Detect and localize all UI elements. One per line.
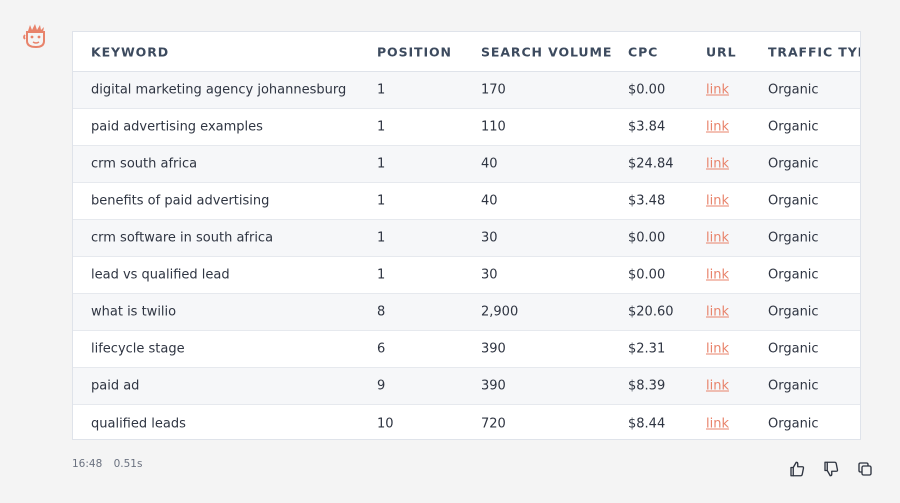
cell-url-link[interactable]: link	[706, 193, 729, 209]
cell-keyword: digital marketing agency johannesburg	[91, 82, 347, 98]
cell-position: 1	[377, 267, 386, 283]
table-row: benefits of paid advertising 1 40 $3.48 …	[73, 183, 860, 220]
cell-traffic-type: Organic	[768, 193, 819, 209]
copy-icon[interactable]	[856, 460, 874, 478]
cell-keyword: crm south africa	[91, 156, 198, 172]
cell-url-link[interactable]: link	[706, 304, 729, 320]
cell-keyword: paid advertising examples	[91, 119, 263, 135]
cell-keyword: paid ad	[91, 378, 140, 394]
table-row: paid ad 9 390 $8.39 link Organic	[73, 368, 860, 405]
cell-url-link[interactable]: link	[706, 341, 729, 357]
cell-keyword: crm software in south africa	[91, 230, 274, 246]
header-url: URL	[706, 44, 737, 59]
header-cpc: CPC	[628, 44, 659, 59]
bot-avatar-icon	[22, 22, 50, 50]
cell-traffic-type: Organic	[768, 230, 819, 246]
cell-url-link[interactable]: link	[706, 156, 729, 172]
cell-traffic-type: Organic	[768, 378, 819, 394]
cell-cpc: $0.00	[628, 267, 666, 283]
table-row: crm software in south africa 1 30 $0.00 …	[73, 220, 860, 257]
cell-url-link[interactable]: link	[706, 119, 729, 135]
cell-search-volume: 40	[481, 193, 498, 209]
message-meta: 16:48 0.51s	[72, 458, 150, 470]
cell-traffic-type: Organic	[768, 304, 819, 320]
table-header: KEYWORD POSITION SEARCH VOLUME CPC URL T…	[73, 32, 860, 72]
cell-search-volume: 390	[481, 378, 506, 394]
cell-url-link[interactable]: link	[706, 378, 729, 394]
table-row: crm south africa 1 40 $24.84 link Organi…	[73, 146, 860, 183]
cell-search-volume: 110	[481, 119, 506, 135]
message-actions	[788, 460, 874, 478]
cell-position: 1	[377, 119, 386, 135]
table-row: qualified leads 10 720 $8.44 link Organi…	[73, 405, 860, 439]
cell-position: 9	[377, 378, 386, 394]
cell-search-volume: 720	[481, 416, 506, 431]
cell-traffic-type: Organic	[768, 416, 819, 431]
cell-traffic-type: Organic	[768, 156, 819, 172]
cell-traffic-type: Organic	[768, 267, 819, 283]
cell-position: 1	[377, 230, 386, 246]
thumbs-up-icon[interactable]	[788, 460, 806, 478]
cell-traffic-type: Organic	[768, 119, 819, 135]
cell-position: 6	[377, 341, 386, 357]
cell-cpc: $24.84	[628, 156, 674, 172]
cell-cpc: $0.00	[628, 230, 666, 246]
cell-traffic-type: Organic	[768, 82, 819, 98]
table-row: lead vs qualified lead 1 30 $0.00 link O…	[73, 257, 860, 294]
cell-cpc: $2.31	[628, 341, 666, 357]
cell-search-volume: 170	[481, 82, 506, 98]
header-traffic-type: TRAFFIC TYPE	[768, 44, 860, 59]
table-row: lifecycle stage 6 390 $2.31 link Organic	[73, 331, 860, 368]
cell-search-volume: 40	[481, 156, 498, 172]
cell-url-link[interactable]: link	[706, 267, 729, 283]
cell-traffic-type: Organic	[768, 341, 819, 357]
cell-position: 1	[377, 193, 386, 209]
thumbs-down-icon[interactable]	[822, 460, 840, 478]
keyword-table: KEYWORD POSITION SEARCH VOLUME CPC URL T…	[72, 31, 861, 440]
cell-search-volume: 30	[481, 230, 498, 246]
cell-cpc: $8.39	[628, 378, 666, 394]
cell-position: 1	[377, 82, 386, 98]
header-search-volume: SEARCH VOLUME	[481, 44, 613, 59]
cell-cpc: $3.84	[628, 119, 666, 135]
cell-cpc: $3.48	[628, 193, 666, 209]
cell-keyword: qualified leads	[91, 416, 186, 431]
cell-keyword: lifecycle stage	[91, 341, 185, 357]
cell-keyword: benefits of paid advertising	[91, 193, 270, 209]
cell-keyword: what is twilio	[91, 304, 177, 320]
cell-search-volume: 2,900	[481, 304, 519, 320]
cell-url-link[interactable]: link	[706, 82, 729, 98]
message-time: 16:48	[72, 458, 103, 470]
cell-url-link[interactable]: link	[706, 416, 729, 431]
table-row: what is twilio 8 2,900 $20.60 link Organ…	[73, 294, 860, 331]
cell-search-volume: 390	[481, 341, 506, 357]
cell-keyword: lead vs qualified lead	[91, 267, 230, 283]
cell-position: 10	[377, 416, 394, 431]
table-row: digital marketing agency johannesburg 1 …	[73, 72, 860, 109]
header-position: POSITION	[377, 44, 452, 59]
cell-search-volume: 30	[481, 267, 498, 283]
cell-cpc: $8.44	[628, 416, 666, 431]
table-row: paid advertising examples 1 110 $3.84 li…	[73, 109, 860, 146]
cell-url-link[interactable]: link	[706, 230, 729, 246]
cell-cpc: $0.00	[628, 82, 666, 98]
response-duration: 0.51s	[113, 458, 143, 470]
header-keyword: KEYWORD	[91, 44, 169, 59]
cell-cpc: $20.60	[628, 304, 674, 320]
cell-position: 8	[377, 304, 386, 320]
cell-position: 1	[377, 156, 386, 172]
